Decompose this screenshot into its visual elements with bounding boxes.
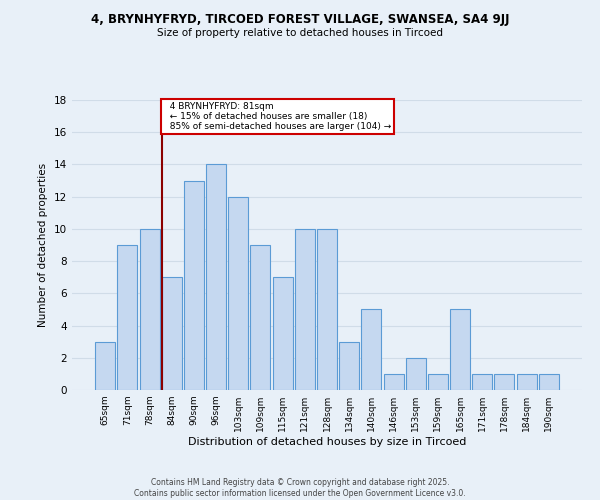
Bar bbox=[450, 310, 470, 390]
Bar bbox=[228, 196, 248, 390]
Bar bbox=[472, 374, 492, 390]
Text: 4, BRYNHYFRYD, TIRCOED FOREST VILLAGE, SWANSEA, SA4 9JJ: 4, BRYNHYFRYD, TIRCOED FOREST VILLAGE, S… bbox=[91, 12, 509, 26]
Bar bbox=[162, 277, 182, 390]
Text: Contains HM Land Registry data © Crown copyright and database right 2025.
Contai: Contains HM Land Registry data © Crown c… bbox=[134, 478, 466, 498]
Bar bbox=[272, 277, 293, 390]
Bar bbox=[339, 342, 359, 390]
Text: Size of property relative to detached houses in Tircoed: Size of property relative to detached ho… bbox=[157, 28, 443, 38]
Bar bbox=[539, 374, 559, 390]
Bar bbox=[118, 245, 137, 390]
Bar bbox=[206, 164, 226, 390]
Bar bbox=[317, 229, 337, 390]
Bar bbox=[406, 358, 426, 390]
Y-axis label: Number of detached properties: Number of detached properties bbox=[38, 163, 49, 327]
X-axis label: Distribution of detached houses by size in Tircoed: Distribution of detached houses by size … bbox=[188, 437, 466, 447]
Bar bbox=[140, 229, 160, 390]
Bar bbox=[184, 180, 204, 390]
Bar bbox=[250, 245, 271, 390]
Text: 4 BRYNHYFRYD: 81sqm
  ← 15% of detached houses are smaller (18)
  85% of semi-de: 4 BRYNHYFRYD: 81sqm ← 15% of detached ho… bbox=[164, 102, 391, 132]
Bar bbox=[295, 229, 315, 390]
Bar bbox=[428, 374, 448, 390]
Bar bbox=[361, 310, 382, 390]
Bar bbox=[494, 374, 514, 390]
Bar bbox=[517, 374, 536, 390]
Bar bbox=[383, 374, 404, 390]
Bar bbox=[95, 342, 115, 390]
